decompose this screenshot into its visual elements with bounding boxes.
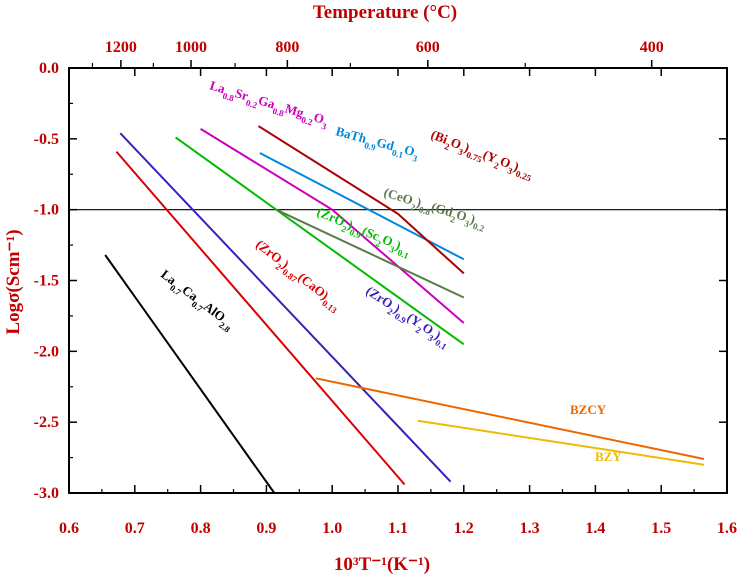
series-line-3	[175, 136, 465, 346]
series-line-4	[200, 128, 465, 324]
y-tick-label: -2.0	[34, 343, 59, 360]
series-label-5: BaTh0.9Gd0.1O3	[333, 123, 421, 164]
series-line-9	[417, 419, 705, 466]
x-tick-label: 0.7	[125, 520, 145, 537]
series-label-7: (CeO2)0.8(Gd2O3)0.2	[381, 185, 488, 234]
x-tick-label: 1.4	[585, 520, 605, 537]
series-layer	[104, 125, 705, 494]
y-tick-label: -1.5	[34, 273, 59, 290]
series-line-0	[104, 254, 276, 494]
series-labels: La0.7Ca0.7AlO2.8(ZrO2)0.87(CaO)0.13 (ZrO2…	[158, 78, 622, 464]
series-line-1	[115, 150, 406, 486]
series-label-8: BZCY	[570, 402, 607, 417]
y-tick-label: -0.5	[34, 131, 59, 148]
top-tick-label: 600	[416, 39, 440, 56]
x-tick-label: 1.1	[388, 520, 408, 537]
series-line-2	[119, 132, 452, 483]
x-tick-label: 0.9	[256, 520, 276, 537]
y-tick-label: -2.5	[34, 414, 59, 431]
x-tick-label: 1.2	[454, 520, 474, 537]
top-tick-label: 800	[275, 39, 299, 56]
series-line-7	[275, 208, 465, 299]
series-label-3: (ZrO2)0.9(Sc2O3)0.1	[313, 204, 414, 261]
top-axis-title: Temperature (°C)	[313, 2, 457, 23]
x-tick-label: 0.8	[191, 520, 211, 537]
x-axis-title: 10³T⁻¹(K⁻¹)	[334, 554, 430, 575]
series-label-4: La0.8Sr0.2Ga0.8Mg0.2O3	[207, 78, 331, 132]
x-tick-label: 1.3	[520, 520, 540, 537]
series-label-9: BZY	[595, 449, 622, 464]
series-label-2: (ZrO2)0.9(Y2O3)0.1	[361, 283, 453, 352]
series-line-8	[315, 377, 705, 460]
ticks-layer: 0.6 0.7 0.8 0.9 1.0 1.1 1.2 1.3 1.4 1.5 1.6 0.0 -0.5…	[34, 39, 737, 537]
x-tick-label: 0.6	[59, 520, 79, 537]
series-line-6	[257, 125, 465, 275]
x-tick-label: 1.0	[322, 520, 342, 537]
top-tick-label: 1200	[105, 39, 137, 56]
x-tick-label: 1.6	[717, 520, 737, 537]
top-tick-label: 400	[640, 39, 664, 56]
y-axis-title: Logσ(Scm⁻¹)	[3, 229, 24, 334]
series-label-6: (Bi2O3)0.75(Y2O3)0.25	[427, 127, 536, 184]
x-tick-label: 1.5	[651, 520, 671, 537]
y-tick-label: -3.0	[34, 485, 59, 502]
top-tick-label: 1000	[175, 39, 207, 56]
y-tick-label: -1.0	[34, 202, 59, 219]
y-tick-label: 0.0	[39, 60, 59, 77]
